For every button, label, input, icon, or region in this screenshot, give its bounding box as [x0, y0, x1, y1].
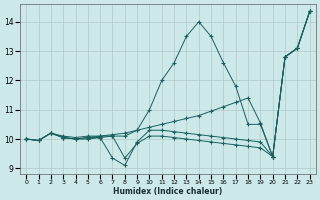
- X-axis label: Humidex (Indice chaleur): Humidex (Indice chaleur): [113, 187, 223, 196]
